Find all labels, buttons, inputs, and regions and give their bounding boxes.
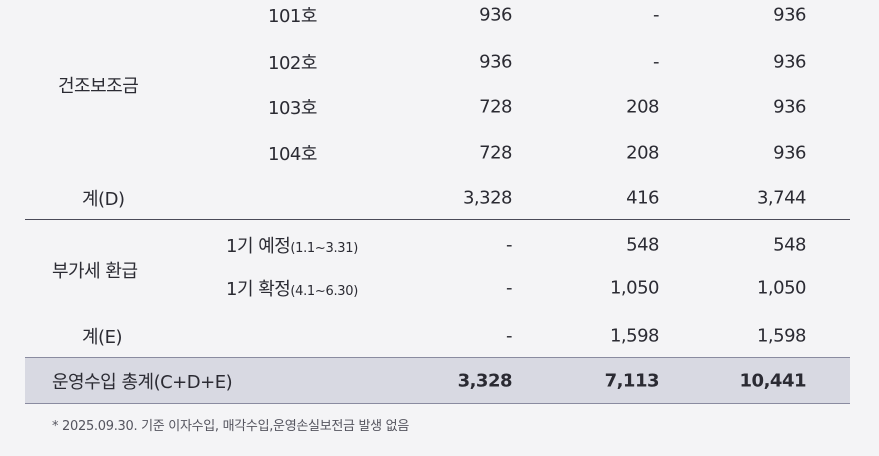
table-row: 1기 확정(4.1~6.30) - 1,050 1,050: [0, 268, 879, 308]
subsidy-group-label: 건조보조금: [58, 76, 139, 97]
row-label: 1기 확정(4.1~6.30): [226, 275, 358, 301]
value-col-1: 936: [479, 51, 512, 73]
grand-total-band: [25, 357, 850, 404]
value-col-1: 728: [479, 142, 512, 164]
value-col-3: 936: [773, 4, 806, 26]
value-col-3: 1,050: [756, 277, 807, 299]
subtotal-label: 계(E): [82, 327, 122, 348]
value-col-3: 3,744: [756, 187, 807, 209]
value-col-2: 1,598: [609, 325, 660, 347]
row-label: 103호: [268, 98, 317, 119]
table-row: 104호 728 208 936: [0, 133, 879, 173]
grand-total-row: 운영수입 총계(C+D+E) 3,328 7,113 10,441: [0, 361, 879, 401]
value-col-1: -: [506, 325, 513, 347]
row-label-text: 1기 예정: [226, 236, 291, 257]
value-col-2: 7,113: [604, 370, 660, 392]
value-col-3: 936: [773, 96, 806, 118]
row-label-text: 1기 확정: [226, 279, 291, 300]
value-col-1: 3,328: [462, 187, 513, 209]
value-col-3: 936: [773, 51, 806, 73]
subtotal-row: 계(E) - 1,598 1,598: [0, 316, 879, 356]
value-col-1: 936: [479, 4, 512, 26]
value-col-1: 3,328: [457, 370, 513, 392]
value-col-2: 1,050: [609, 277, 660, 299]
value-col-2: 548: [626, 234, 659, 256]
section-divider: [25, 219, 850, 220]
subtotal-label: 계(D): [82, 189, 125, 210]
value-col-2: 208: [626, 96, 659, 118]
row-label: 104호: [268, 144, 317, 165]
value-col-3: 548: [773, 234, 806, 256]
row-label: 1기 예정(1.1~3.31): [226, 232, 358, 258]
subtotal-row: 계(D) 3,328 416 3,744: [0, 178, 879, 218]
vat-group-label: 부가세 환급: [52, 261, 138, 282]
value-col-1: 728: [479, 96, 512, 118]
value-col-2: 208: [626, 142, 659, 164]
row-label: 101호: [268, 6, 317, 27]
row-label-period: (1.1~3.31): [290, 241, 359, 256]
table-row: 101호 936 - 936: [0, 0, 879, 35]
table-row: 102호 936 - 936: [0, 42, 879, 82]
table-row: 103호 728 208 936: [0, 87, 879, 127]
value-col-2: 416: [626, 187, 659, 209]
row-label-period: (4.1~6.30): [290, 284, 359, 299]
value-col-1: -: [506, 277, 513, 299]
value-col-3: 10,441: [739, 370, 807, 392]
value-col-2: -: [653, 4, 660, 26]
footnote: * 2025.09.30. 기준 이자수입, 매각수입,운영손실보전금 발생 없…: [52, 419, 409, 434]
value-col-1: -: [506, 234, 513, 256]
value-col-2: -: [653, 51, 660, 73]
table-row: 1기 예정(1.1~3.31) - 548 548: [0, 225, 879, 265]
value-col-3: 936: [773, 142, 806, 164]
value-col-3: 1,598: [756, 325, 807, 347]
row-label: 102호: [268, 53, 317, 74]
grand-total-label: 운영수입 총계(C+D+E): [52, 372, 233, 393]
